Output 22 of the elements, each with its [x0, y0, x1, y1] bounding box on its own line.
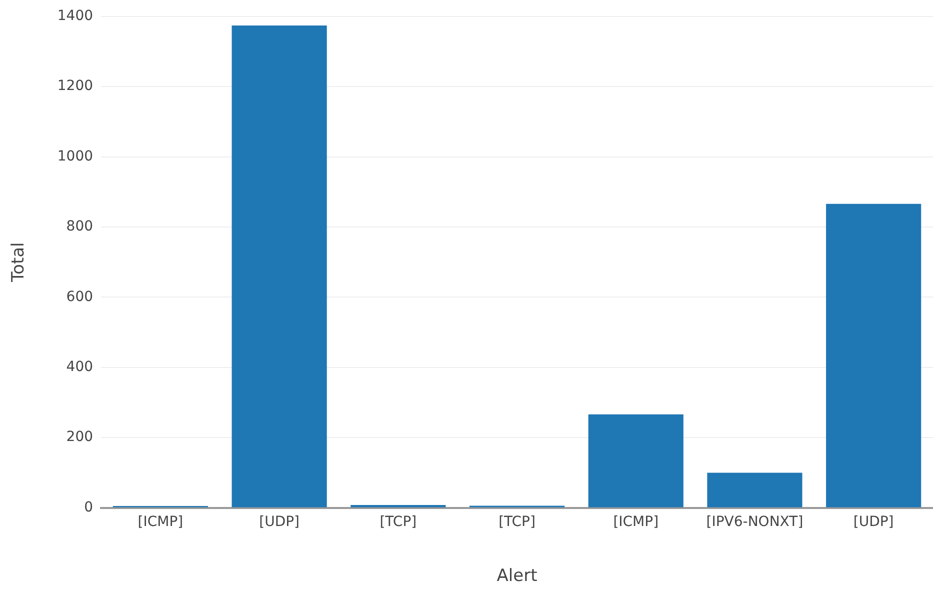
x-axis-title: Alert: [496, 566, 538, 586]
y-tick-label: 0: [84, 499, 94, 516]
x-tick-label: [IPV6-NONXT]: [706, 514, 804, 530]
x-tick-label: [ICMP]: [613, 514, 659, 530]
bar: [826, 204, 922, 508]
y-tick-label: 1000: [57, 148, 94, 164]
y-axis-title: Total: [8, 242, 29, 283]
y-tick-label: 1400: [57, 8, 94, 24]
bar: [588, 414, 684, 508]
x-tick-label: [ICMP]: [138, 514, 184, 530]
x-tick-label: [UDP]: [853, 514, 894, 530]
bar: [707, 472, 802, 508]
bar: [232, 26, 327, 508]
y-tick-label: 400: [66, 359, 94, 376]
y-tick-label: 800: [66, 218, 94, 235]
bar: [350, 504, 446, 508]
x-tick-label: [TCP]: [380, 514, 417, 530]
x-tick-label: [TCP]: [498, 514, 536, 530]
x-tick-label: [UDP]: [259, 514, 300, 530]
y-tick-label: 1200: [57, 78, 94, 94]
y-tick-label: 200: [66, 429, 94, 446]
y-tick-label: 600: [66, 288, 94, 305]
